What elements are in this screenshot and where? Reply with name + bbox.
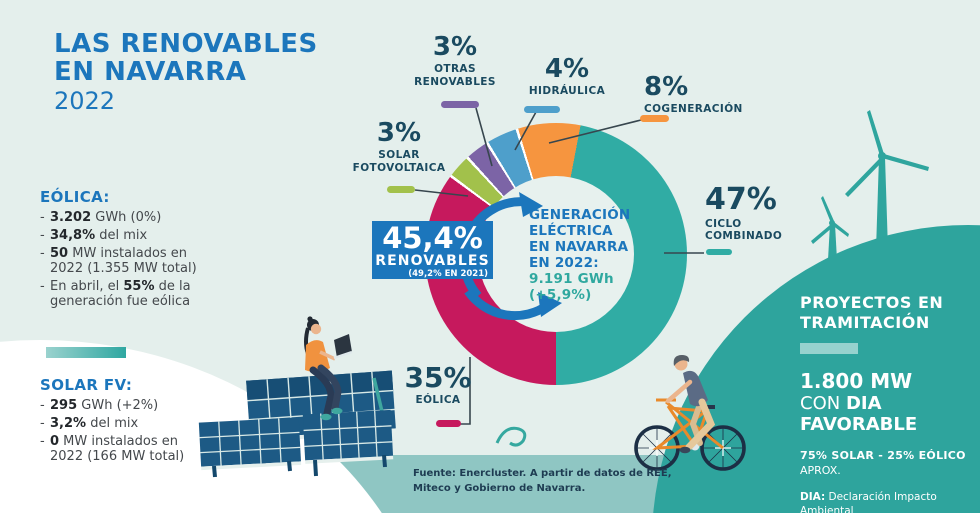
hidraulica-percent: 4% [544, 54, 590, 84]
eolica-divider-bar [46, 347, 126, 358]
renewables-label: RENOVABLES [375, 253, 490, 269]
source-line-1: Fuente: Enercluster. A partir de datos d… [413, 468, 672, 479]
proyectos-panel: PROYECTOS EN TRAMITACIÓN 1.800 MW CON DI… [800, 293, 978, 513]
eolica-heading: EÓLICA: [40, 188, 110, 206]
hidraulica-color-chip [524, 106, 560, 113]
source-note: Fuente: Enercluster. A partir de datos d… [413, 467, 672, 496]
label-eolica: 35% EÓLICA [396, 363, 480, 407]
renewables-percent: 45,4% [382, 221, 483, 255]
proyectos-dia-note: DIA: Declaración Impacto Ambiental [800, 490, 937, 513]
label-otras-renovables: 3% OTRAS RENOVABLES [396, 32, 514, 88]
total-generation-delta: (+5,9%) [529, 287, 592, 303]
label-hidraulica: 4% HIDRÁULICA [512, 54, 622, 98]
eolica-color-chip [436, 420, 461, 427]
solar-percent: 3% [376, 118, 422, 148]
center-line-2: ELÉCTRICA [529, 223, 613, 239]
otras-name: OTRAS RENOVABLES [414, 63, 496, 88]
solar-color-chip [387, 186, 415, 193]
ciclo-color-chip [706, 249, 732, 255]
solar-fv-heading: SOLAR FV: [40, 376, 133, 394]
breeze-swirl-icon [495, 426, 527, 447]
label-solar-fotovoltaica: 3% SOLAR FOTOVOLTAICA [342, 118, 456, 174]
total-generation-value: 9.191 GWh [529, 271, 614, 287]
proyectos-approx: APROX. [800, 463, 841, 477]
title-line-2: EN NAVARRA [54, 57, 247, 88]
proyectos-favorable: FAVORABLE [800, 414, 918, 436]
proyectos-mw: 1.800 MW [800, 369, 913, 394]
title-year: 2022 [54, 87, 116, 116]
center-line-4: EN 2022: [529, 255, 599, 271]
renewables-share-badge: 45,4% RENOVABLES (49,2% EN 2021) [372, 221, 493, 279]
solar-fv-stats-panel: SOLAR FV: -295 GWh (+2%) -3,2% del mix -0 … [40, 378, 202, 467]
proyectos-divider-bar [800, 343, 858, 355]
solar-fv-items: -295 GWh (+2%) -3,2% del mix -0 MW instala… [40, 398, 185, 464]
otras-percent: 3% [432, 32, 478, 62]
eolica-name: EÓLICA [415, 394, 461, 407]
person-with-laptop-illustration [304, 316, 353, 421]
eolica-stats-panel: EÓLICA: -3.202 GWh (0%) -34,8% del mix -50… [40, 188, 202, 358]
cogeneracion-color-chip [640, 115, 669, 122]
hidraulica-name: HIDRÁULICA [528, 85, 606, 98]
center-line-1: GENERACIÓN [529, 207, 631, 223]
proyectos-heading: PROYECTOS EN TRAMITACIÓN [800, 293, 944, 332]
label-ciclo-combinado: 47% CICLO COMBINADO [705, 184, 800, 243]
eolica-items: -3.202 GWh (0%) -34,8% del mix -50 MW inst… [40, 210, 197, 309]
cogeneracion-name: COGENERACIÓN [644, 103, 743, 116]
center-line-3: EN NAVARRA [529, 239, 629, 255]
solar-name: SOLAR FOTOVOLTAICA [352, 149, 446, 174]
chart-center-text: GENERACIÓN ELÉCTRICA EN NAVARRA EN 2022:… [529, 207, 641, 303]
page-title: LAS RENOVABLES EN NAVARRA 2022 [54, 30, 318, 115]
otras-color-chip [441, 101, 479, 108]
source-line-2: Miteco y Gobierno de Navarra. [413, 482, 586, 494]
cogeneracion-percent: 8% [644, 72, 689, 102]
proyectos-mix: 75% SOLAR - 25% EÓLICO [800, 448, 966, 462]
ciclo-name: CICLO COMBINADO [705, 217, 783, 243]
title-line-1: LAS RENOVABLES [54, 29, 318, 59]
renewables-previous-year: (49,2% EN 2021) [408, 269, 488, 279]
proyectos-con-dia: CON DIA [800, 393, 882, 415]
label-cogeneracion: 8% COGENERACIÓN [644, 72, 784, 116]
eolica-percent: 35% [404, 361, 472, 394]
ciclo-percent: 47% [705, 182, 777, 217]
